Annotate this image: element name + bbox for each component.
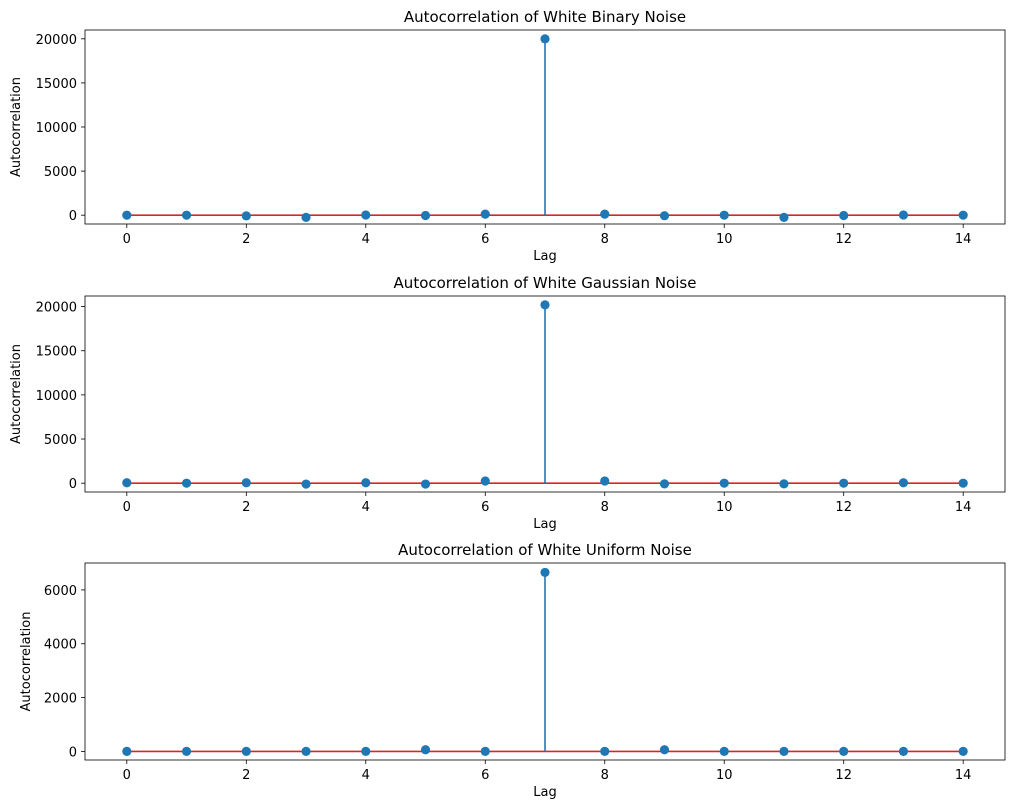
stem-marker [659,479,670,489]
stem-marker [420,745,431,755]
x-tick-label: 14 [955,768,972,783]
chart-title: Autocorrelation of White Gaussian Noise [394,274,697,292]
stem-marker [480,476,490,486]
y-tick-label: 6000 [44,584,77,599]
x-tick-label: 2 [242,500,250,515]
stem-marker [480,209,490,219]
stem-marker [361,210,371,220]
chart-title: Autocorrelation of White Binary Noise [404,8,686,26]
stem-marker [301,746,311,756]
y-tick-label: 5000 [44,165,77,180]
y-tick-label: 5000 [44,433,77,448]
y-tick-label: 20000 [36,301,77,316]
stem-marker [898,478,909,488]
x-tick-label: 8 [601,500,609,515]
stem-marker [839,746,849,756]
x-tick-label: 0 [123,768,131,783]
y-tick-label: 15000 [36,345,77,360]
y-tick-label: 10000 [36,389,77,404]
stem-marker [719,210,729,220]
x-tick-label: 10 [716,768,733,783]
subplot-3: 0 2 4 6 8 10 12 14 0 2000 4000 6000 Autocorrelation … [19,541,1006,800]
stem-marker [301,212,311,222]
x-tick-label: 10 [716,232,733,247]
stem-marker [659,745,670,755]
stem-marker [839,210,849,221]
x-axis-label: Lag [533,517,556,532]
x-tick-label: 6 [481,768,489,783]
subplot-2: 0 2 4 6 8 10 12 14 0 5000 10000 15000 20000 Autocorre… [9,274,1006,532]
stem-marker [779,479,789,489]
x-tick-label: 10 [716,500,733,515]
chart-title: Autocorrelation of White Uniform Noise [398,541,692,559]
stem-marker [122,746,132,756]
axes-frame [84,295,1006,493]
stem-marker [958,478,968,488]
x-tick-label: 8 [601,232,609,247]
x-tick-label: 4 [362,232,370,247]
axes-frame [84,562,1006,761]
stem-marker [420,479,431,489]
x-tick-label: 0 [123,500,131,515]
x-tick-label: 2 [242,768,250,783]
stem-marker [719,746,729,756]
stem-marker [839,478,849,488]
stem-marker [241,211,251,221]
stem-marker [181,746,192,756]
subplot-1: 0 2 4 6 8 10 12 14 0 5000 10000 15000 20000 Autocorre… [9,8,1006,264]
y-tick-label: 10000 [36,121,77,136]
stem-marker [779,746,789,756]
x-tick-label: 14 [955,232,972,247]
x-tick-label: 14 [955,500,972,515]
y-tick-label: 0 [69,477,77,492]
stem-marker [181,210,192,220]
stem-marker [898,746,909,756]
x-tick-label: 4 [362,768,370,783]
stem-marker [361,746,371,756]
stem-marker [122,210,132,220]
x-tick-label: 12 [835,768,852,783]
stem-marker [779,212,789,222]
x-tick-label: 12 [835,232,852,247]
stem-marker [181,478,192,488]
x-tick-label: 12 [835,500,852,515]
x-tick-label: 8 [601,768,609,783]
stem-marker [600,476,610,486]
x-axis-label: Lag [533,785,556,800]
stem-marker [600,209,610,219]
y-tick-label: 20000 [36,33,77,48]
stem-marker [540,567,550,578]
stem-marker [241,746,251,756]
y-tick-label: 0 [69,209,77,224]
y-tick-label: 2000 [44,692,77,707]
x-tick-label: 6 [481,232,489,247]
y-axis-label: Autocorrelation [9,344,24,444]
stem-marker [480,746,490,756]
y-axis-label: Autocorrelation [19,612,34,712]
stem-marker [361,478,371,488]
stem-marker [600,746,610,756]
stem-marker [241,478,251,488]
x-tick-label: 6 [481,500,489,515]
stem-marker [958,746,968,756]
x-tick-label: 2 [242,232,250,247]
stem-marker [420,210,431,221]
y-tick-label: 15000 [36,77,77,92]
x-tick-label: 4 [362,500,370,515]
stem-marker [659,211,670,221]
stem-marker [898,210,909,220]
stem-marker [122,478,132,488]
stem-marker [540,34,550,44]
y-axis-label: Autocorrelation [9,77,24,177]
stem-marker [719,478,729,488]
stem-marker [540,300,550,310]
x-axis-label: Lag [533,249,556,264]
stem-marker [301,479,311,489]
y-tick-label: 4000 [44,638,77,653]
stem-marker [958,210,968,220]
x-tick-label: 0 [123,232,131,247]
y-tick-label: 0 [69,745,77,760]
